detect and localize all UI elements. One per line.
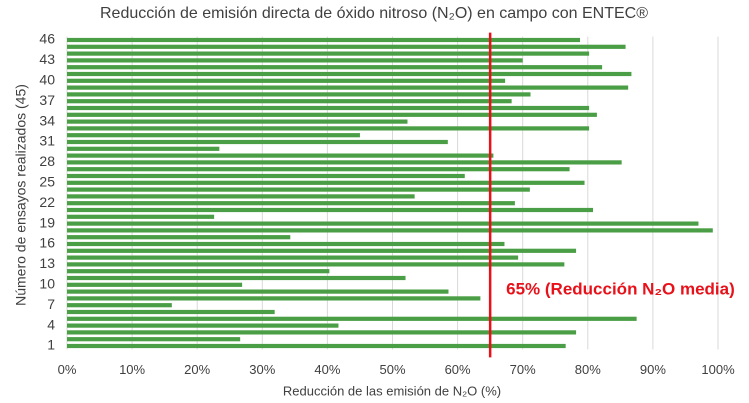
bar [67, 85, 629, 90]
bar [67, 303, 172, 308]
y-tick-label: 10 [39, 276, 55, 292]
bar [67, 44, 626, 49]
bar [67, 194, 415, 199]
bar [67, 296, 481, 301]
bar [67, 337, 241, 342]
bar [67, 160, 622, 165]
y-tick-label: 40 [39, 72, 55, 88]
bar [67, 105, 590, 111]
y-tick-label: 16 [39, 235, 55, 251]
bar [67, 99, 512, 104]
bar [67, 309, 275, 315]
bar [67, 255, 519, 260]
y-tick-label: 22 [39, 194, 55, 210]
y-tick-label: 43 [39, 51, 55, 67]
y-tick-label: 1 [47, 337, 55, 353]
bar [67, 112, 597, 117]
chart-title: Reducción de emisión directa de óxido ni… [100, 5, 648, 22]
x-tick-label: 90% [640, 362, 666, 377]
x-tick-label: 40% [314, 362, 340, 377]
bar [67, 228, 713, 233]
bar [67, 126, 590, 131]
x-tick-label: 70% [510, 362, 536, 377]
bar [67, 343, 566, 349]
x-tick-label: 60% [445, 362, 471, 377]
bar [67, 51, 590, 56]
bar [67, 214, 215, 219]
y-tick-label: 28 [39, 153, 55, 169]
bar [67, 119, 408, 124]
bar [67, 58, 523, 63]
bar [67, 248, 577, 253]
x-tick-label: 100% [701, 362, 735, 377]
bar [67, 187, 530, 192]
y-tick-label: 37 [39, 92, 55, 108]
bar [67, 201, 515, 206]
bar [67, 139, 448, 145]
bar [67, 133, 360, 138]
bar [67, 221, 699, 226]
bar [67, 241, 505, 247]
bar [67, 269, 330, 274]
bar [67, 153, 494, 158]
y-tick-label: 4 [47, 316, 55, 332]
x-tick-label: 30% [249, 362, 275, 377]
bar [67, 146, 220, 151]
x-tick-label: 0% [58, 362, 77, 377]
bar [67, 65, 603, 70]
bar [67, 167, 570, 172]
bar [67, 289, 449, 294]
bar [67, 262, 565, 267]
x-axis-label: Reducción de las emisión de N₂O (%) [283, 383, 501, 398]
y-tick-label: 46 [39, 31, 55, 47]
y-tick-label: 13 [39, 255, 55, 271]
bar [67, 78, 506, 83]
reference-label: 65% (Reducción N₂O media) [506, 279, 735, 298]
y-tick-label: 7 [47, 296, 55, 312]
bar [67, 275, 406, 281]
bar [67, 235, 291, 240]
bar [67, 92, 531, 97]
bar [67, 323, 339, 328]
x-tick-label: 10% [119, 362, 145, 377]
y-tick-label: 19 [39, 214, 55, 230]
y-tick-label: 25 [39, 174, 55, 190]
bar [67, 207, 594, 213]
bar [67, 330, 577, 335]
bar [67, 71, 632, 77]
y-axis-label: Número de ensayos realizados (45) [13, 84, 29, 306]
bar [67, 173, 465, 179]
bar [67, 180, 585, 185]
y-tick-label: 34 [39, 112, 55, 128]
bar [67, 316, 637, 321]
bar [67, 282, 243, 287]
x-tick-label: 20% [184, 362, 210, 377]
bar [67, 37, 580, 43]
y-tick-label: 31 [39, 133, 55, 149]
x-tick-label: 50% [379, 362, 405, 377]
x-tick-label: 80% [575, 362, 601, 377]
